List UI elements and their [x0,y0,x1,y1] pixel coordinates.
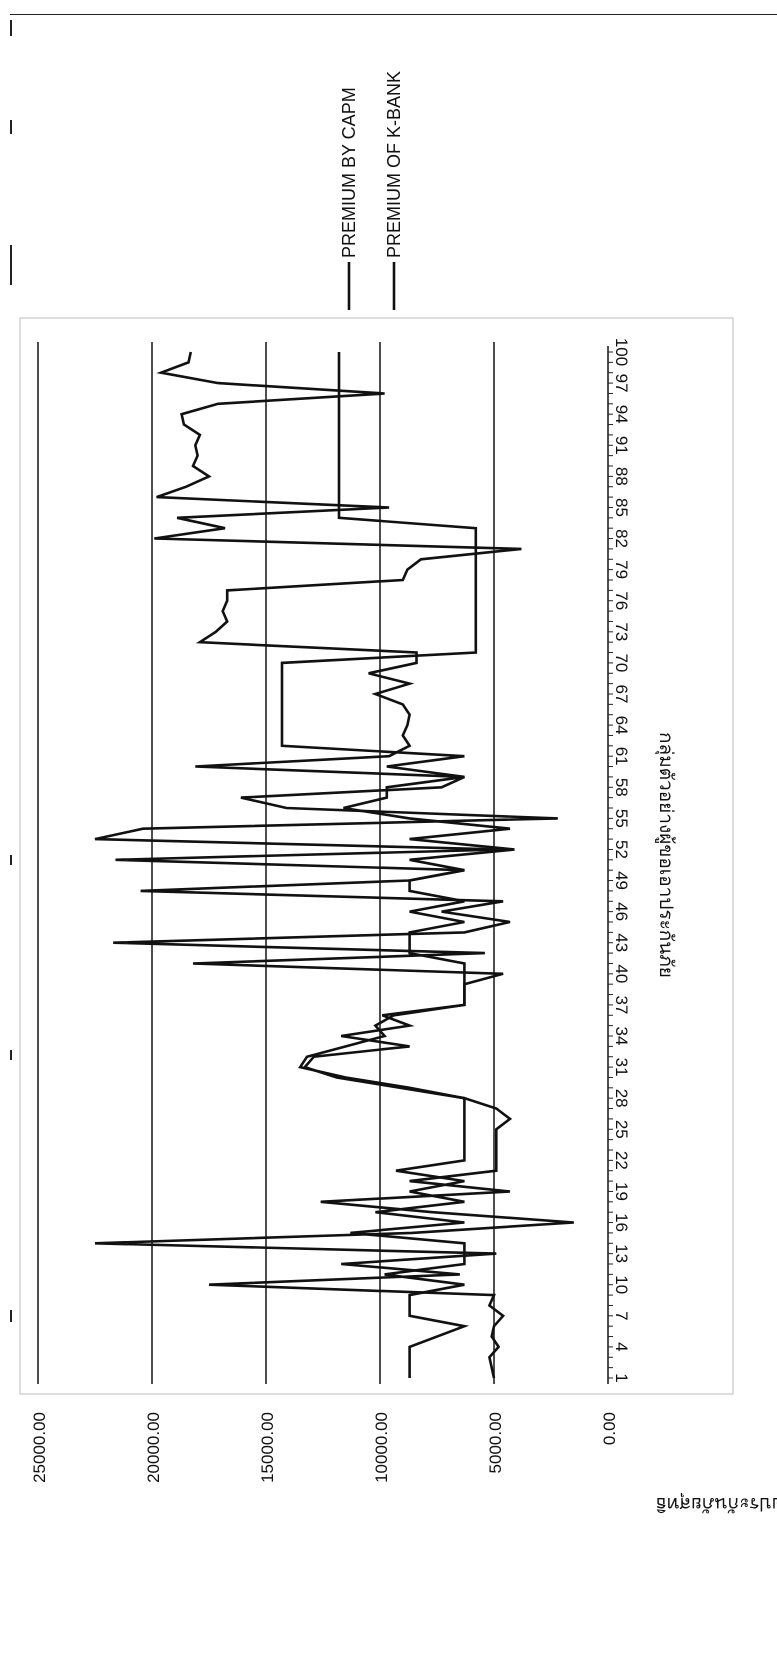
x-tick-label: 85 [612,498,631,517]
x-tick-label: 61 [612,747,631,766]
x-tick-label: 16 [612,1213,631,1232]
chart-series [94,351,574,1379]
x-tick-label: 76 [612,591,631,610]
x-tick-label: 13 [612,1244,631,1263]
x-tick-label: 91 [612,436,631,455]
margin-tick [10,1310,12,1322]
y-axis-label: ค่าเบี้ยประกันภัยสุทธิ [655,1492,777,1518]
y-tick-label: 0.00 [600,1412,619,1445]
x-tick-label: 7 [612,1311,631,1320]
x-tick-label: 31 [612,1058,631,1077]
chart-legend: PREMIUM BY CAPM PREMIUM OF K-BANK [339,71,404,310]
x-tick-label: 28 [612,1089,631,1108]
x-tick-label: 22 [612,1151,631,1170]
x-tick-label: 97 [612,374,631,393]
x-tick-label: 1 [612,1373,631,1382]
x-tick-label: 73 [612,622,631,641]
margin-tick [10,120,12,134]
x-tick-label: 55 [612,809,631,828]
x-tick-label: 40 [612,964,631,983]
page-frame-top-border [10,14,777,15]
y-tick-label: 20000.00 [144,1412,163,1483]
x-tick-label: 100 [612,338,631,366]
x-tick-label: 46 [612,902,631,921]
x-tick-label: 34 [612,1027,631,1046]
chart-axes: 0.00 5000.00 10000.00 15000.00 20000.00 25000… [30,338,631,1483]
series-line-2 [94,351,574,1379]
x-tick-label: 64 [612,716,631,735]
x-axis-label: กลุ่มตัวอย่างผู้ขอเอาประกันภัย [654,732,676,978]
y-tick-label: 5000.00 [486,1412,505,1473]
margin-tick [10,20,12,36]
x-tick-label: 52 [612,840,631,859]
x-tick-label: 25 [612,1120,631,1139]
x-tick-label: 82 [612,529,631,548]
y-tick-label: 10000.00 [372,1412,391,1483]
margin-tick [10,855,12,865]
x-tick-label: 88 [612,467,631,486]
x-tick-label: 19 [612,1182,631,1201]
x-tick-label: 94 [612,405,631,424]
legend-label: PREMIUM OF K-BANK [384,71,404,258]
plot-area-border [19,317,734,1395]
margin-tick [10,1050,12,1060]
x-tick-label: 49 [612,871,631,890]
x-tick-label: 43 [612,933,631,952]
x-tick-label: 37 [612,995,631,1014]
x-tick-label: 70 [612,653,631,672]
x-tick-label: 58 [612,778,631,797]
x-tick-label: 4 [612,1342,631,1351]
x-tick-label: 10 [612,1275,631,1294]
margin-tick [10,245,12,285]
y-tick-label: 25000.00 [30,1412,49,1483]
y-tick-label: 15000.00 [258,1412,277,1483]
x-tick-label: 67 [612,685,631,704]
x-tick-label: 79 [612,560,631,579]
legend-label: PREMIUM BY CAPM [339,87,359,258]
